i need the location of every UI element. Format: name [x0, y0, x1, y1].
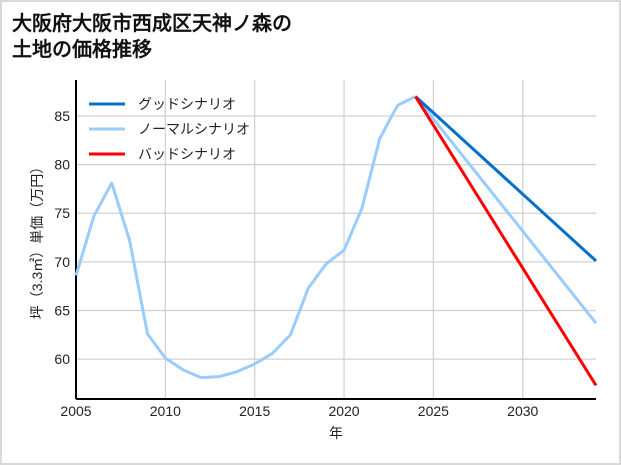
y-tick-label: 70 [54, 254, 70, 270]
historical-price-line [74, 95, 417, 380]
legend-label: ノーマルシナリオ [138, 122, 250, 138]
x-tick-label: 2025 [418, 403, 449, 419]
x-tick-label: 2015 [239, 403, 270, 419]
x-tick-label: 2030 [507, 403, 538, 419]
title-line-1: 大阪府大阪市西成区天神ノ森の [12, 11, 292, 35]
y-tick-label: 80 [54, 157, 70, 173]
y-axis-label: 坪（3.3㎡）単価（万円） [29, 160, 45, 319]
chart-title: 大阪府大阪市西成区天神ノ森の 土地の価格推移 [12, 10, 292, 62]
x-axis-label: 年 [329, 425, 343, 441]
scenario-line-1 [414, 95, 598, 325]
x-tick-label: 2005 [60, 403, 91, 419]
y-tick-label: 75 [54, 205, 70, 221]
legend-label: バッドシナリオ [138, 147, 236, 163]
x-tick-label: 2020 [328, 403, 359, 419]
y-tick-label: 60 [54, 351, 70, 367]
y-tick-label: 65 [54, 302, 70, 318]
x-tick-label: 2010 [150, 403, 181, 419]
scenario-line-2 [414, 95, 598, 387]
scenario-line-0 [414, 95, 598, 263]
y-tick-label: 85 [54, 108, 70, 124]
legend-label: グッドシナリオ [138, 97, 236, 113]
title-line-2: 土地の価格推移 [12, 37, 152, 61]
